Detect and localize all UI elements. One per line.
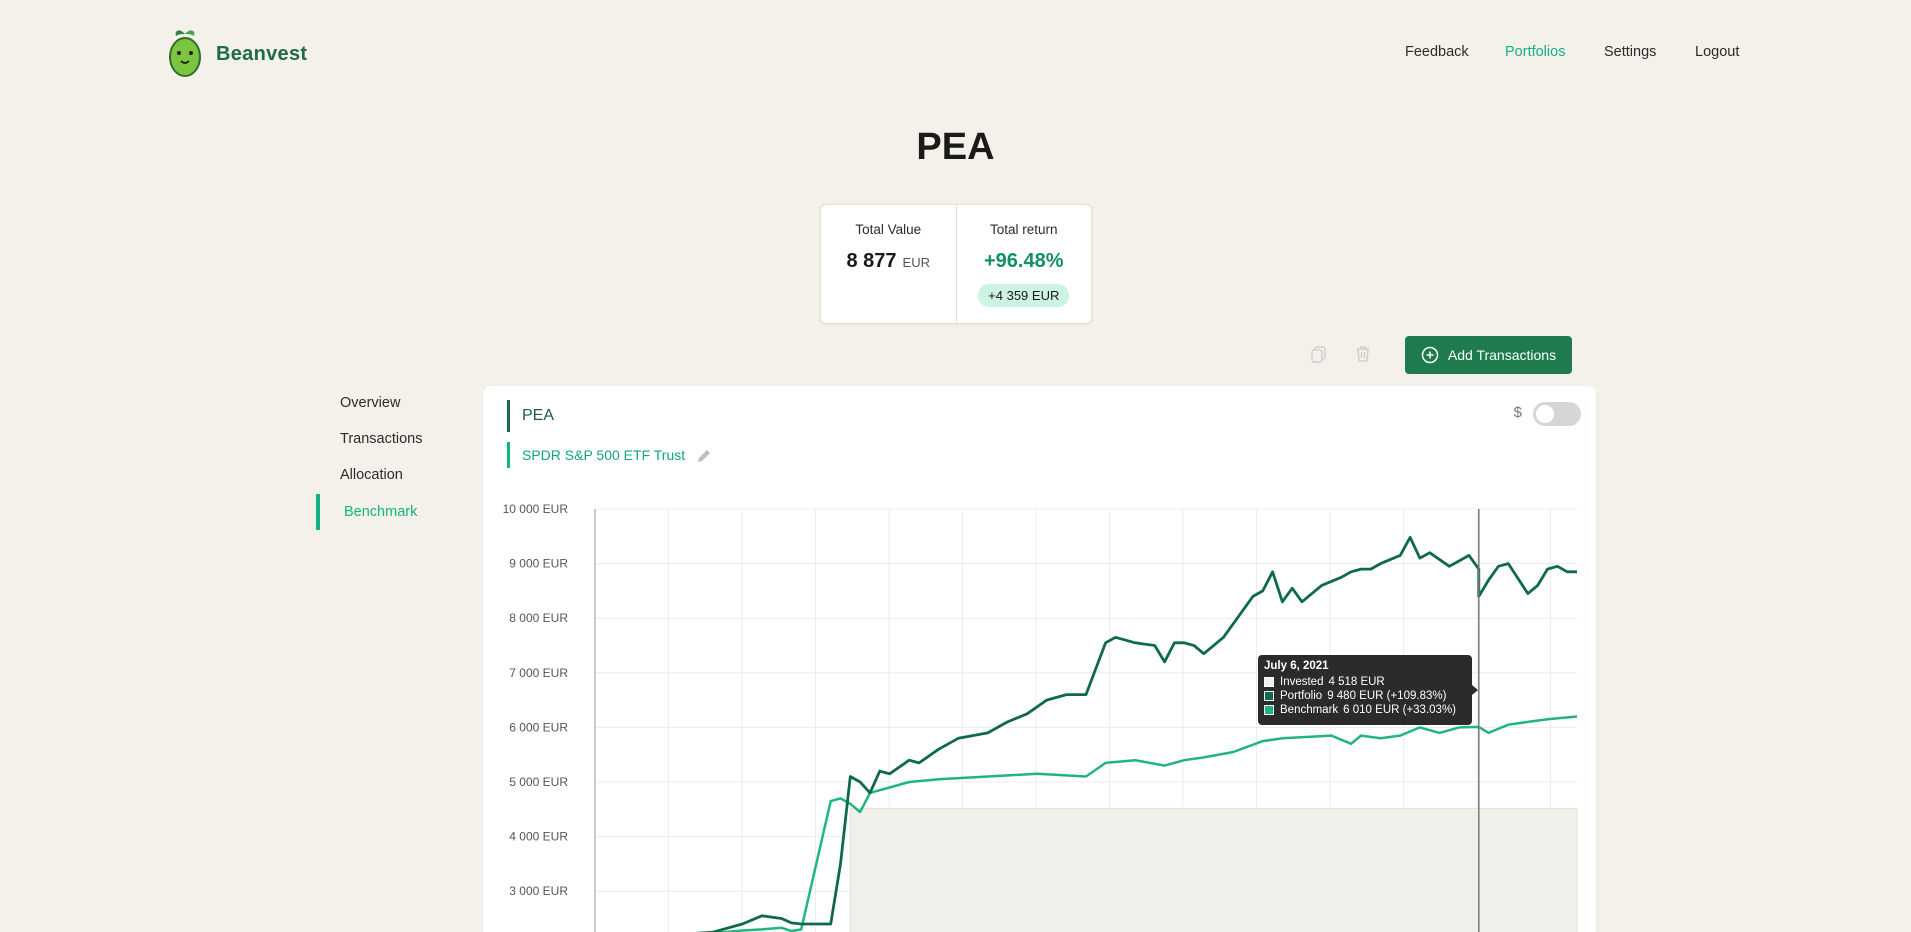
benchmark-chart: 10 000 EUR 9 000 EUR 8 000 EUR 7 000 EUR 6 0… [503,502,1578,932]
portfolio-line [695,536,1577,932]
toggle-knob [1536,405,1554,423]
pencil-edit-icon[interactable] [696,448,712,464]
page-title: PEA [916,126,995,168]
summary-card: Total Value 8 877 EUR Total return +96.48… [820,204,1092,324]
benchmark-swatch [1264,705,1274,715]
tooltip-date: July 6, 2021 [1264,660,1329,672]
total-return-label: Total return [989,222,1058,237]
y-tick-label: 5 000 EUR [509,775,568,789]
y-tick-label: 7 000 EUR [509,666,568,680]
invested-swatch [1264,677,1274,687]
app-name: Beanvest [216,42,308,65]
tooltip-row-portfolio: Portfolio 9 480 EUR (+109.83%) [1264,689,1466,703]
nav-settings[interactable]: Settings [1604,44,1657,60]
currency-toggle[interactable] [1533,402,1581,426]
total-value-stat: Total Value 8 877 EUR [821,205,956,323]
sidebar-item-allocation[interactable]: Allocation [340,467,403,483]
sidebar-item-overview[interactable]: Overview [340,395,401,411]
total-return-stat: Total return +96.48% +4 359 EUR [955,205,1092,323]
nav-logout[interactable]: Logout [1695,44,1740,60]
sidebar-item-transactions[interactable]: Transactions [340,431,423,447]
tooltip-label: Portfolio [1280,690,1323,702]
total-value-label: Total Value [855,222,922,237]
total-return-percent: +96.48% [983,250,1064,272]
y-tick-label: 3 000 EUR [509,884,568,898]
total-value-unit: EUR [902,255,930,270]
plus-circle-icon [1421,346,1439,364]
bean-mascot-icon [169,30,201,77]
benchmark-name[interactable]: SPDR S&P 500 ETF Trust [507,442,685,468]
portfolio-name: PEA [507,400,554,432]
tooltip-value: 4 518 EUR [1328,676,1385,688]
invested-area [849,807,1578,932]
tooltip-value: 6 010 EUR (+33.03%) [1343,704,1456,716]
tooltip-label: Invested [1280,676,1324,688]
nav-portfolios[interactable]: Portfolios [1505,44,1566,60]
y-tick-label: 4 000 EUR [509,830,568,844]
y-tick-label: 10 000 EUR [503,502,569,516]
y-tick-label: 8 000 EUR [509,611,568,625]
chart-tooltip: July 6, 2021 Invested 4 518 EUR Portfoli… [1258,655,1478,725]
tooltip-label: Benchmark [1280,704,1339,716]
brand-logo[interactable]: Beanvest [164,28,307,80]
total-return-badge: +4 359 EUR [978,284,1070,307]
copy-icon[interactable] [1309,344,1329,364]
add-transactions-button[interactable]: Add Transactions [1405,336,1572,374]
total-value: 8 877 [846,250,897,272]
tooltip-row-benchmark: Benchmark 6 010 EUR (+33.03%) [1264,703,1466,717]
sidebar-item-benchmark[interactable]: Benchmark [316,494,456,530]
add-transactions-label: Add Transactions [1447,347,1557,363]
nav-feedback[interactable]: Feedback [1405,44,1469,60]
benchmark-line [711,715,1578,932]
y-tick-label: 6 000 EUR [509,720,568,734]
currency-toggle-label: $ [1513,404,1522,421]
y-tick-label: 9 000 EUR [509,557,568,571]
tooltip-row-invested: Invested 4 518 EUR [1264,675,1466,689]
portfolio-swatch [1264,691,1274,701]
tooltip-value: 9 480 EUR (+109.83%) [1327,690,1447,702]
trash-icon[interactable] [1353,344,1373,364]
